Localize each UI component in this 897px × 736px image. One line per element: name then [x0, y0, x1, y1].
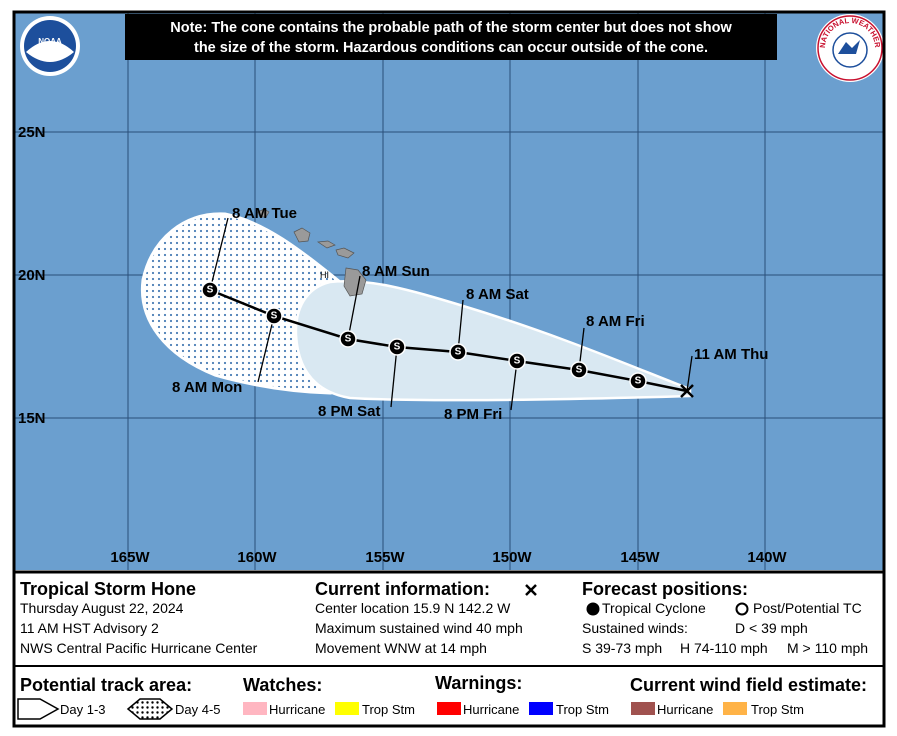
- forecast-point: [388, 338, 406, 356]
- note-line: Note: The cone contains the probable pat…: [170, 20, 732, 36]
- forecast-point: [629, 372, 647, 390]
- forecast-points: S S S S S S S S: [201, 281, 647, 390]
- point-label: 8 AM Tue: [232, 205, 297, 222]
- hawaiian-islands: [257, 208, 367, 297]
- island: [316, 240, 336, 249]
- point-symbol: S: [271, 311, 278, 322]
- point-label: 8 AM Mon: [172, 379, 242, 396]
- forecast-point: [201, 281, 219, 299]
- info-line: H 74-110 mph: [680, 640, 768, 656]
- legend-title: Potential track area:: [20, 675, 192, 695]
- swatch: [243, 702, 267, 715]
- point-label: 8 AM Fri: [586, 313, 645, 330]
- forecast-point: [449, 343, 467, 361]
- legend-label: Trop Stm: [362, 702, 415, 717]
- forecast-point: [508, 352, 526, 370]
- stem: [257, 315, 275, 383]
- point-symbol: S: [455, 347, 462, 358]
- point-symbol: S: [394, 342, 401, 353]
- point-labels: 11 AM Thu 8 AM Fri 8 PM Fri 8 AM Sat 8 P…: [172, 205, 768, 423]
- point-symbol: S: [576, 365, 583, 376]
- info-line: Maximum sustained wind 40 mph: [315, 620, 523, 636]
- point-label: 8 AM Sat: [466, 286, 529, 303]
- island: [257, 208, 270, 218]
- legend-label: Trop Stm: [751, 702, 804, 717]
- point-label: 11 AM Thu: [694, 346, 768, 363]
- stem: [347, 275, 361, 340]
- info-line: Center location 15.9 N 142.2 W: [315, 600, 511, 616]
- lon-label: 145W: [620, 549, 660, 566]
- storm-name: Tropical Storm Hone: [20, 579, 196, 599]
- forecast-point: [265, 307, 283, 325]
- stem: [209, 217, 229, 291]
- point-symbol: S: [345, 334, 352, 345]
- legend-label: Trop Stm: [556, 702, 609, 717]
- point-symbol: S: [635, 376, 642, 387]
- point-label: 8 AM Sun: [362, 263, 430, 280]
- legend: Potential track area: Day 1-3 Day 4-5 Wa…: [17, 673, 867, 720]
- forecast-point: [339, 330, 357, 348]
- current-position: [680, 384, 694, 398]
- latitude-labels: 25N 20N 15N: [18, 124, 46, 427]
- island: [343, 267, 367, 297]
- island-label: HI: [320, 270, 329, 280]
- note-box: [125, 14, 777, 60]
- point-label: 8 PM Fri: [444, 406, 502, 423]
- info-line: S 39-73 mph: [582, 640, 662, 656]
- noaa-logo: NOAA: [20, 16, 80, 76]
- info-line: M > 110 mph: [787, 640, 868, 656]
- longitude-labels: 165W 160W 155W 150W 145W 140W: [110, 549, 787, 566]
- lon-label: 155W: [365, 549, 405, 566]
- storm-info: Tropical Storm Hone Thursday August 22, …: [20, 579, 258, 656]
- info-line: Post/Potential TC: [753, 600, 862, 616]
- legend-title: Watches:: [243, 675, 322, 695]
- info-line: Thursday August 22, 2024: [20, 600, 184, 616]
- legend-label: Day 4-5: [175, 702, 221, 717]
- legend-label: Hurricane: [657, 702, 713, 717]
- info-line: 11 AM HST Advisory 2: [20, 620, 159, 636]
- lon-label: 160W: [237, 549, 277, 566]
- point-symbol: S: [207, 285, 214, 296]
- info-line: NWS Central Pacific Hurricane Center: [20, 640, 258, 656]
- legend-label: Hurricane: [269, 702, 325, 717]
- legend-icon: [126, 698, 174, 720]
- swatch: [723, 702, 747, 715]
- swatch: [437, 702, 461, 715]
- lon-label: 140W: [747, 549, 787, 566]
- lat-label: 25N: [18, 124, 46, 141]
- forecast-point: [570, 361, 588, 379]
- swatch: [335, 702, 359, 715]
- map: HI S S S S S S S S 11 AM Thu 8 AM Fri 8 …: [14, 12, 884, 570]
- lon-label: 165W: [110, 549, 150, 566]
- legend-label: Hurricane: [463, 702, 519, 717]
- current-info: Current information: Center location 15.…: [315, 579, 537, 656]
- forecast-info: Forecast positions: Tropical Cyclone Pos…: [582, 579, 868, 656]
- legend-label: Day 1-3: [60, 702, 106, 717]
- island: [335, 247, 355, 259]
- legend-title: Warnings:: [435, 673, 522, 693]
- lat-label: 15N: [18, 410, 46, 427]
- stem: [390, 346, 398, 408]
- swatch: [631, 702, 655, 715]
- note-line: the size of the storm. Hazardous conditi…: [194, 40, 708, 56]
- section-title: Forecast positions:: [582, 579, 748, 599]
- swatch: [529, 702, 553, 715]
- section-title: Current information:: [315, 579, 490, 599]
- stem: [686, 355, 693, 392]
- info-line: Movement WNW at 14 mph: [315, 640, 487, 656]
- label-stems: [209, 217, 693, 411]
- island: [293, 227, 311, 243]
- point-symbol: S: [514, 356, 521, 367]
- info-line: Sustained winds:: [582, 620, 688, 636]
- frame: [12, 10, 886, 728]
- info-line: Tropical Cyclone: [602, 600, 706, 616]
- lon-label: 150W: [492, 549, 532, 566]
- lat-label: 20N: [18, 267, 46, 284]
- point-label: 8 PM Sat: [318, 403, 381, 420]
- legend-title: Current wind field estimate:: [630, 675, 867, 695]
- info-line: D < 39 mph: [735, 620, 808, 636]
- logo-text: NOAA: [38, 37, 62, 46]
- legend-icon: [17, 698, 60, 720]
